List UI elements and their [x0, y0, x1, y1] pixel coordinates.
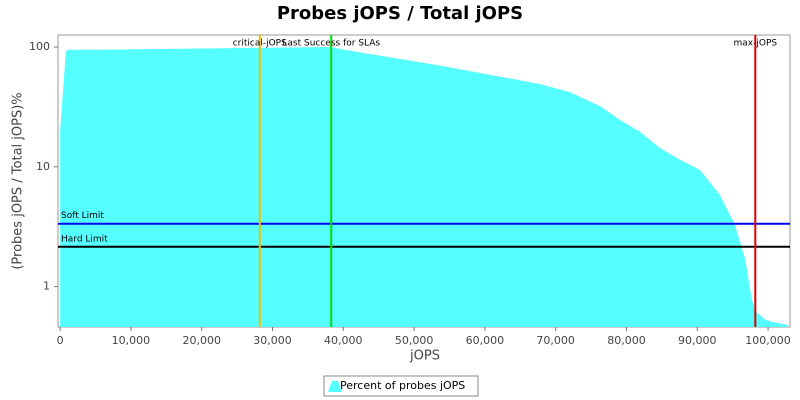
legend-box — [323, 375, 479, 397]
x-tick-label: 60,000 — [466, 334, 505, 347]
y-tick-label: 100 — [29, 40, 50, 53]
x-tick-label: 100,000 — [745, 334, 791, 347]
x-tick-label: 80,000 — [607, 334, 646, 347]
marker-label: max-jOPS — [734, 39, 778, 49]
legend-swatch — [328, 381, 342, 392]
x-tick-label: 40,000 — [324, 334, 363, 347]
y-tick-label: 10 — [36, 160, 50, 173]
legend-label: Percent of probes jOPS — [340, 379, 465, 392]
threshold-label: Hard Limit — [61, 234, 108, 244]
x-tick-label: 90,000 — [678, 334, 717, 347]
x-tick-label: 20,000 — [182, 334, 221, 347]
x-axis-label: jOPS — [409, 349, 440, 364]
x-tick-label: 0 — [57, 334, 64, 347]
marker-label: Last Success for SLAs — [282, 39, 380, 49]
marker-label: critical-jOPS — [233, 39, 287, 49]
area — [60, 47, 788, 328]
y-tick-label: 1 — [43, 280, 50, 293]
x-tick-label: 50,000 — [395, 334, 434, 347]
x-tick-label: 30,000 — [253, 334, 292, 347]
x-tick-label: 10,000 — [112, 334, 151, 347]
chart-title: Probes jOPS / Total jOPS — [277, 3, 523, 24]
threshold-label: Soft Limit — [61, 211, 104, 221]
x-tick-label: 70,000 — [536, 334, 575, 347]
y-axis-label: (Probes jOPS / Total jOPS)% — [11, 92, 26, 269]
